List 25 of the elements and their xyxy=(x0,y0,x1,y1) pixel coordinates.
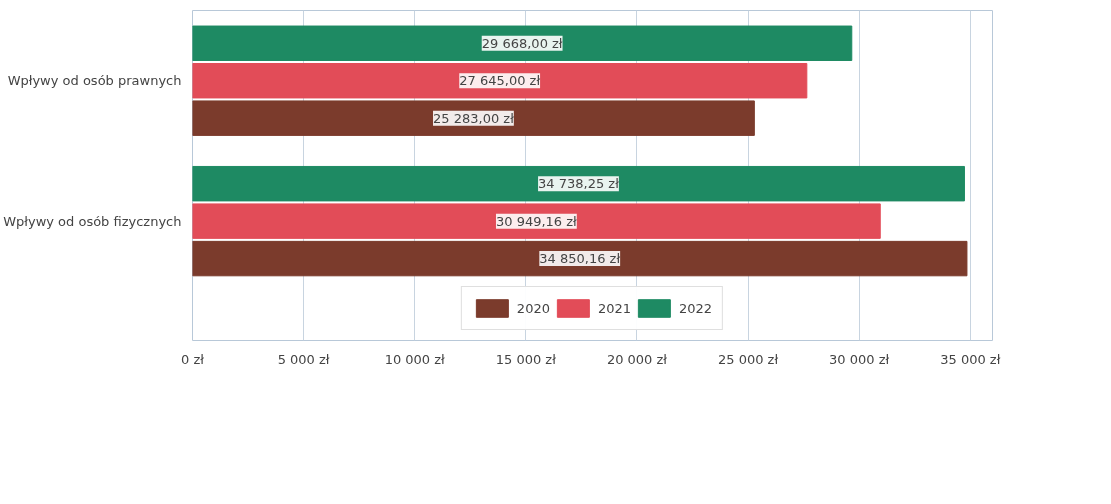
x-tick-label: 35 000 zł xyxy=(940,351,1001,367)
bar xyxy=(192,62,808,99)
legend-label: 2021 xyxy=(597,300,632,316)
x-tick-label: 15 000 zł xyxy=(495,351,557,367)
x-tick-label: 20 000 zł xyxy=(606,351,668,367)
bar xyxy=(192,25,853,61)
legend-label: 2022 xyxy=(679,300,713,316)
legend-label: 2020 xyxy=(516,300,550,316)
x-tick-label: 5 000 zł xyxy=(277,351,330,367)
x-tick-label: 25 000 zł xyxy=(717,351,779,367)
bar xyxy=(192,240,968,277)
data-label: 27 645,00 zł xyxy=(459,73,541,89)
x-tick-label: 10 000 zł xyxy=(384,351,446,367)
data-label: 34 850,16 zł xyxy=(539,251,621,267)
bar xyxy=(192,165,965,202)
data-label: 34 738,25 zł xyxy=(538,176,620,192)
x-tick-label: 30 000 zł xyxy=(829,351,890,367)
data-label: 30 949,16 zł xyxy=(495,213,578,229)
y-tick-label: Wpływy od osób prawnych xyxy=(7,73,182,89)
x-tick-label: 0 zł xyxy=(181,351,205,367)
y-tick-label: Wpływy od osób fizycznych xyxy=(3,213,182,229)
data-label: 25 283,00 zł xyxy=(433,110,515,126)
data-label: 29 668,00 zł xyxy=(481,35,563,51)
bar xyxy=(192,100,755,136)
bar xyxy=(192,203,881,239)
